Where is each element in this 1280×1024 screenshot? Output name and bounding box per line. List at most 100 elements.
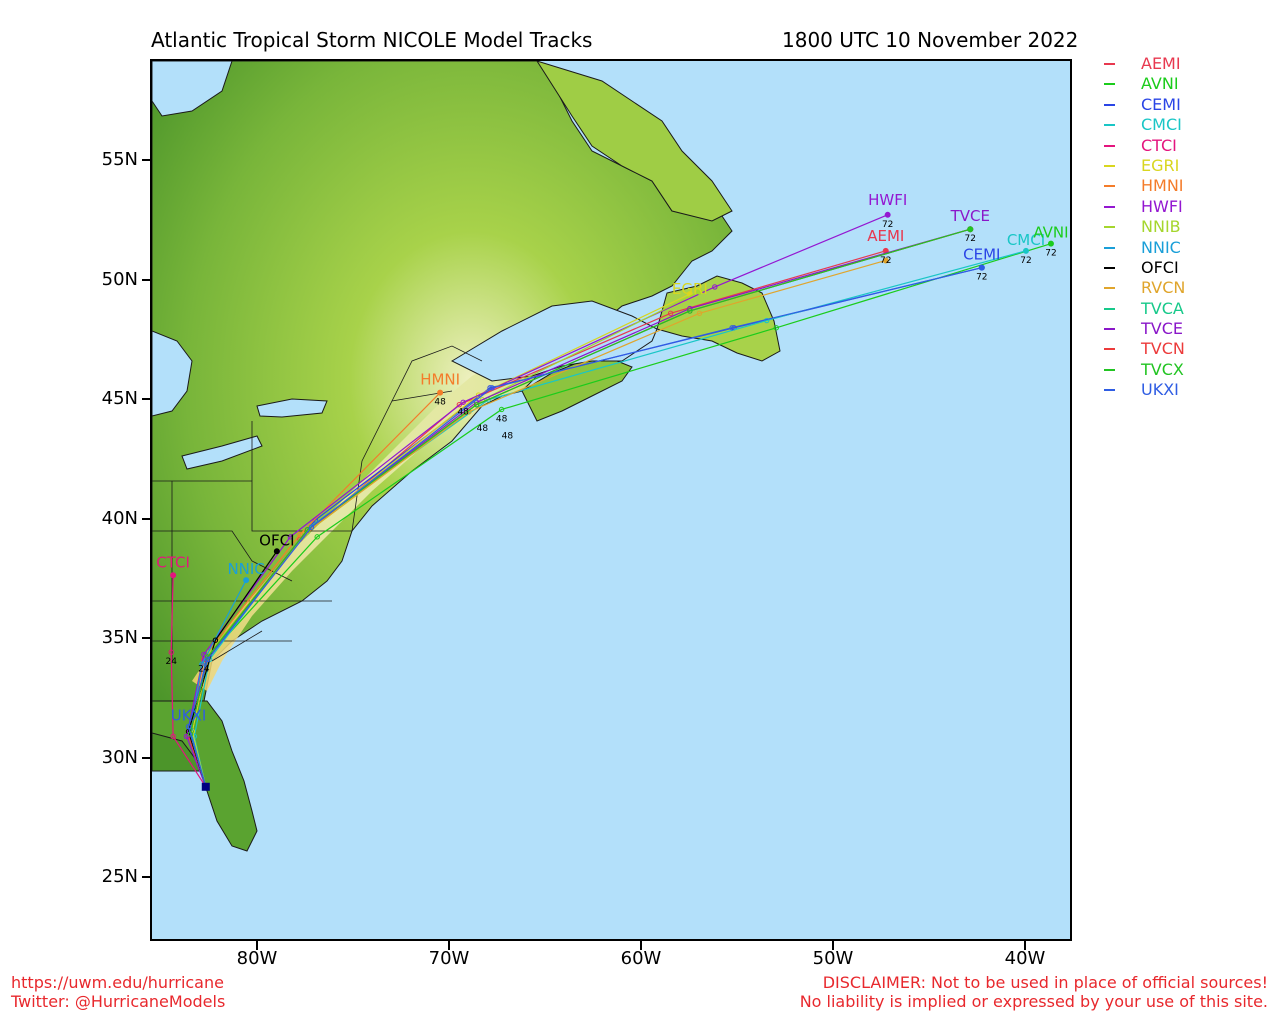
- lat-label-25n: 25N: [101, 866, 138, 887]
- track-point: [978, 264, 985, 271]
- forecast-hour-label: 24: [165, 657, 177, 667]
- forecast-hour-label: 72: [1045, 249, 1056, 259]
- legend-item-ofci: OFCI: [1104, 258, 1274, 278]
- land-labrador: [536, 61, 733, 222]
- lat-label-55n: 55N: [101, 149, 138, 170]
- legend-swatch: [1104, 144, 1115, 147]
- track-point: [287, 534, 294, 540]
- legend-swatch: [1104, 389, 1115, 392]
- twitter-handle[interactable]: Twitter: @HurricaneModels: [11, 992, 226, 1011]
- track-point: [498, 406, 505, 413]
- lon-tick: [832, 941, 834, 950]
- track-point: [475, 392, 482, 398]
- track-point: [314, 534, 320, 540]
- legend-item-ukxi: UKXI: [1104, 380, 1274, 400]
- legend-item-tvcx: TVCX: [1104, 360, 1274, 380]
- track-point: [696, 288, 703, 295]
- track-point: [967, 226, 974, 233]
- track-label-tvce: TVCE: [950, 207, 990, 225]
- track-label-ukxi: UKXI: [171, 707, 207, 725]
- disclaimer-line-1: DISCLAIMER: Not to be used in place of o…: [822, 973, 1268, 992]
- legend-label: TVCE: [1141, 319, 1183, 339]
- lat-tick: [142, 279, 151, 281]
- legend-item-tvce: TVCE: [1104, 319, 1274, 339]
- track-label-hmni: HMNI: [420, 371, 460, 389]
- legend-label: TVCN: [1141, 339, 1185, 359]
- track-point: [667, 310, 674, 317]
- legend-label: EGRI: [1141, 155, 1180, 175]
- legend-label: HWFI: [1141, 196, 1183, 216]
- lat-label-40n: 40N: [101, 508, 138, 529]
- forecast-hour-label: 48: [477, 424, 489, 434]
- legend-item-tvcn: TVCN: [1104, 339, 1274, 359]
- legend-swatch: [1104, 328, 1115, 331]
- legend-swatch: [1104, 226, 1115, 229]
- james-bay: [152, 61, 233, 117]
- track-label-ofci: OFCI: [259, 531, 294, 549]
- legend-item-nnib: NNIB: [1104, 217, 1274, 237]
- lon-label-40w: 40W: [1004, 948, 1046, 969]
- track-point: [168, 649, 174, 655]
- legend-swatch: [1104, 83, 1115, 86]
- lon-label-50w: 50W: [812, 948, 854, 969]
- lake-erie: [181, 435, 263, 470]
- forecast-hour-label: 72: [1020, 256, 1031, 266]
- legend-swatch: [1104, 368, 1115, 371]
- track-point: [882, 257, 889, 264]
- forecast-hour-label: 72: [965, 234, 976, 244]
- legend-swatch: [1104, 348, 1115, 351]
- track-egri: [191, 293, 691, 787]
- legend-label: RVCN: [1141, 278, 1186, 298]
- disclaimer: DISCLAIMER: Not to be used in place of o…: [800, 973, 1268, 1011]
- lon-tick: [640, 941, 642, 950]
- website-link[interactable]: https://uwm.edu/hurricane: [11, 973, 224, 992]
- track-point: [696, 310, 703, 317]
- track-label-egri: EGRI: [672, 280, 708, 298]
- legend-item-aemi: AEMI: [1104, 54, 1274, 74]
- lat-label-50n: 50N: [101, 269, 138, 290]
- track-label-aemi: AEMI: [867, 227, 904, 245]
- legend-swatch: [1104, 266, 1115, 269]
- legend-label: NNIC: [1141, 237, 1181, 257]
- legend-swatch: [1104, 185, 1115, 188]
- track-point: [170, 733, 176, 740]
- track-label-hwfi: HWFI: [868, 191, 907, 209]
- forecast-hour-label: 48: [496, 414, 508, 424]
- track-point: [273, 548, 280, 555]
- legend-label: AVNI: [1141, 74, 1179, 94]
- legend-swatch: [1104, 307, 1115, 310]
- legend-swatch: [1104, 205, 1115, 208]
- land-nova-scotia: [521, 358, 633, 422]
- lon-tick: [448, 941, 450, 950]
- lon-label-80w: 80W: [236, 948, 278, 969]
- track-ukxi: [187, 267, 982, 787]
- disclaimer-line-2: No liability is implied or expressed by …: [799, 992, 1268, 1011]
- track-point: [183, 733, 190, 740]
- legend-label: UKXI: [1141, 380, 1179, 400]
- track-hwfi: [185, 214, 888, 788]
- legend-swatch: [1104, 124, 1115, 127]
- lat-label-35n: 35N: [101, 627, 138, 648]
- map-frame: HWFI TVCE AEMI CMCI AVNI CEMI HMNI OFCI NNIC CTCI…: [150, 59, 1072, 941]
- track-point: [773, 325, 779, 331]
- legend-label: AEMI: [1141, 54, 1181, 73]
- lon-tick: [1024, 941, 1026, 950]
- legend-item-ctci: CTCI: [1104, 136, 1274, 156]
- lat-label-30n: 30N: [101, 747, 138, 768]
- track-point: [712, 284, 718, 290]
- track-point: [205, 656, 211, 663]
- track-point: [170, 572, 177, 579]
- forecast-hour-label: 48: [502, 431, 514, 441]
- forecast-hour-label: 72: [880, 256, 891, 266]
- legend-item-hmni: HMNI: [1104, 176, 1274, 196]
- track-point: [185, 724, 192, 730]
- track-label-cemi: CEMI: [963, 246, 1000, 264]
- track-label-avni: AVNI: [1033, 224, 1068, 242]
- chart-timestamp: 1800 UTC 10 November 2022: [782, 28, 1079, 52]
- legend-label: CTCI: [1141, 135, 1177, 155]
- track-point: [687, 308, 693, 314]
- land-florida: [152, 700, 258, 852]
- legend-label: HMNI: [1141, 176, 1184, 196]
- legend-label: CMCI: [1141, 115, 1182, 135]
